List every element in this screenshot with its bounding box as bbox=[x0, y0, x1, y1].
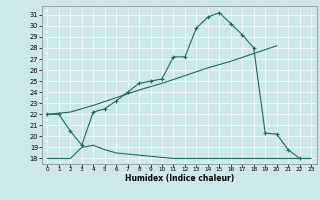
X-axis label: Humidex (Indice chaleur): Humidex (Indice chaleur) bbox=[124, 174, 234, 183]
